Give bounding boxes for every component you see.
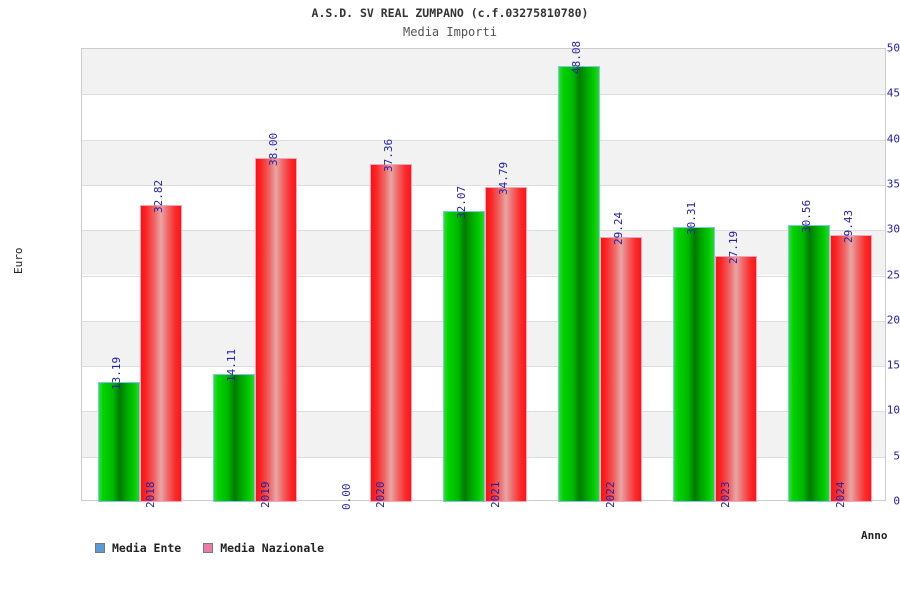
legend-label: Media Nazionale (220, 541, 325, 555)
legend-item-media-ente[interactable]: Media Ente (95, 541, 181, 555)
y-tick-label: 5 (893, 449, 900, 463)
legend-label: Media Ente (112, 541, 182, 555)
bar-value-label: 37.36 (381, 138, 395, 172)
x-tick-label: 2021 (488, 481, 502, 509)
y-tick-label: 50 (886, 41, 900, 55)
bar-value-label: 34.79 (496, 161, 510, 195)
bar-media-nazionale-2023 (714, 255, 757, 502)
legend: Media Ente Media Nazionale (95, 541, 324, 555)
plot-band (82, 49, 885, 95)
legend-item-media-nazionale[interactable]: Media Nazionale (203, 541, 324, 555)
bar-value-label: 14.11 (224, 349, 238, 383)
x-tick-label: 2024 (833, 481, 847, 509)
bar-value-label: 48.08 (569, 41, 583, 75)
bar-value-label: 38.00 (266, 132, 280, 166)
y-tick-label: 25 (886, 268, 900, 281)
legend-swatch-icon (95, 543, 105, 553)
grid-line (82, 185, 885, 186)
legend-swatch-icon (203, 543, 214, 553)
bar-media-nazionale-2024 (829, 235, 872, 502)
y-tick-label: 30 (886, 222, 900, 236)
y-tick-label: 35 (886, 177, 900, 191)
bar-media-nazionale-2022 (599, 237, 642, 502)
bar-media-ente-2019 (212, 374, 255, 502)
x-axis-label: Anno (861, 529, 888, 542)
bar-media-ente-2018 (97, 382, 140, 502)
x-tick-label: 2019 (258, 481, 272, 509)
bar-media-ente-2023 (672, 227, 715, 502)
bar-value-label: 32.07 (454, 186, 468, 220)
bar-media-ente-2024 (787, 225, 830, 502)
bar-media-nazionale-2019 (254, 157, 297, 502)
y-tick-label: 40 (886, 132, 900, 146)
bar-value-label: 13.19 (109, 357, 123, 391)
bar-value-label: 29.43 (841, 210, 855, 244)
x-tick-label: 2018 (143, 481, 157, 509)
bar-media-nazionale-2020 (369, 163, 412, 502)
bar-value-label: 30.56 (799, 200, 813, 234)
y-tick-label: 10 (886, 403, 900, 417)
bar-value-label: 32.82 (151, 179, 165, 213)
chart-title: A.S.D. SV REAL ZUMPANO (c.f.03275810780) (311, 6, 589, 20)
grid-line (82, 140, 885, 141)
plot-band (82, 139, 885, 185)
y-axis-label: Euro (12, 247, 25, 275)
bar-media-ente-2021 (442, 211, 485, 502)
bar-media-nazionale-2018 (139, 204, 182, 502)
x-tick-label: 2023 (718, 481, 732, 509)
bar-value-label: 30.31 (684, 202, 698, 236)
chart-subtitle: Media Importi (403, 25, 497, 39)
y-tick-label: 15 (886, 358, 900, 372)
plot-area (81, 48, 886, 502)
grid-line (82, 94, 885, 95)
y-tick-label: 20 (886, 313, 900, 327)
bar-value-label: 27.19 (726, 230, 740, 264)
bar-media-nazionale-2021 (484, 186, 527, 502)
bar-value-label: 0.00 (339, 483, 353, 511)
bar-media-ente-2022 (557, 66, 600, 502)
x-tick-label: 2020 (373, 481, 387, 509)
bar-value-label: 29.24 (611, 211, 625, 246)
x-tick-label: 2022 (603, 481, 617, 509)
y-tick-label: 0 (893, 494, 900, 508)
y-tick-label: 45 (886, 86, 900, 100)
